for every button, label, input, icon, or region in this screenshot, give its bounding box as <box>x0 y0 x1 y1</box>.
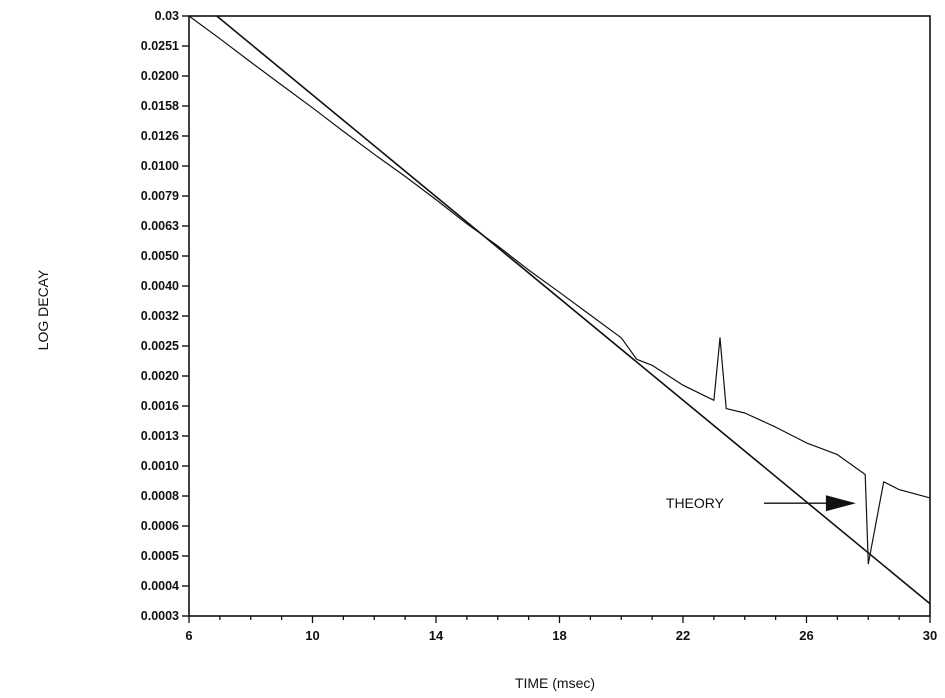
y-tick-label: 0.0020 <box>141 369 179 383</box>
x-ticks: 6 10 14 18 22 26 30 <box>185 616 937 643</box>
y-tick-label: 0.0063 <box>141 219 179 233</box>
y-axis-title: LOG DECAY <box>35 269 51 350</box>
measured-decay-line <box>188 15 931 565</box>
y-tick-label: 0.0010 <box>141 459 179 473</box>
y-tick-label: 0.0005 <box>141 549 179 563</box>
x-tick-label: 10 <box>305 628 319 643</box>
y-tick-label: 0.0032 <box>141 309 179 323</box>
y-ticks: 0.03 0.0251 0.0200 0.0158 0.0126 0.0100 0.0079… <box>141 9 189 623</box>
y-tick-label: 0.0050 <box>141 249 179 263</box>
y-tick-label: 0.0079 <box>141 189 179 203</box>
y-tick-label: 0.0200 <box>141 69 179 83</box>
y-tick-label: 0.0013 <box>141 429 179 443</box>
x-tick-label: 30 <box>923 628 937 643</box>
y-tick-label: 0.0100 <box>141 159 179 173</box>
x-tick-label: 18 <box>552 628 566 643</box>
y-tick-label: 0.0016 <box>141 399 179 413</box>
theory-annotation-label: THEORY <box>666 495 725 511</box>
y-tick-label: 0.0251 <box>141 39 179 53</box>
y-tick-label: 0.0126 <box>141 129 179 143</box>
x-tick-label: 22 <box>676 628 690 643</box>
y-tick-label: 0.03 <box>155 9 179 23</box>
theory-arrow-head <box>825 495 856 512</box>
plot-frame <box>188 15 931 617</box>
x-tick-label: 6 <box>185 628 192 643</box>
y-tick-label: 0.0025 <box>141 339 179 353</box>
x-axis-title: TIME (msec) <box>515 675 595 691</box>
y-tick-label: 0.0004 <box>141 579 179 593</box>
x-tick-label: 14 <box>429 628 444 643</box>
y-tick-label: 0.0006 <box>141 519 179 533</box>
y-tick-label: 0.0158 <box>141 99 179 113</box>
y-tick-label: 0.0008 <box>141 489 179 503</box>
y-tick-label: 0.0003 <box>141 609 179 623</box>
y-tick-label: 0.0040 <box>141 279 179 293</box>
x-tick-label: 26 <box>799 628 813 643</box>
theory-line <box>216 15 931 605</box>
annotation-layer: THEORY <box>666 495 856 512</box>
series-layer <box>188 15 931 605</box>
